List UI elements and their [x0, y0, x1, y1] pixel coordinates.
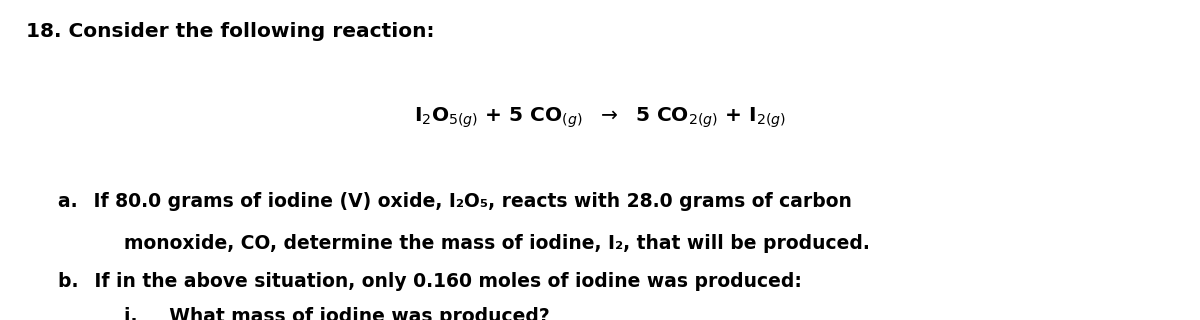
Text: monoxide, CO, determine the mass of iodine, I₂, that will be produced.: monoxide, CO, determine the mass of iodi…	[124, 234, 870, 252]
Text: b.  If in the above situation, only 0.160 moles of iodine was produced:: b. If in the above situation, only 0.160…	[58, 272, 802, 291]
Text: i.   What mass of iodine was produced?: i. What mass of iodine was produced?	[124, 307, 550, 320]
Text: a.  If 80.0 grams of iodine (V) oxide, I₂O₅, reacts with 28.0 grams of carbon: a. If 80.0 grams of iodine (V) oxide, I₂…	[58, 192, 852, 211]
Text: I$_2$O$_{5(g)}$ + 5 CO$_{(g)}$  $\rightarrow$  5 CO$_{2(g)}$ + I$_{2(g)}$: I$_2$O$_{5(g)}$ + 5 CO$_{(g)}$ $\rightar…	[414, 106, 786, 130]
Text: 18. Consider the following reaction:: 18. Consider the following reaction:	[26, 22, 434, 41]
